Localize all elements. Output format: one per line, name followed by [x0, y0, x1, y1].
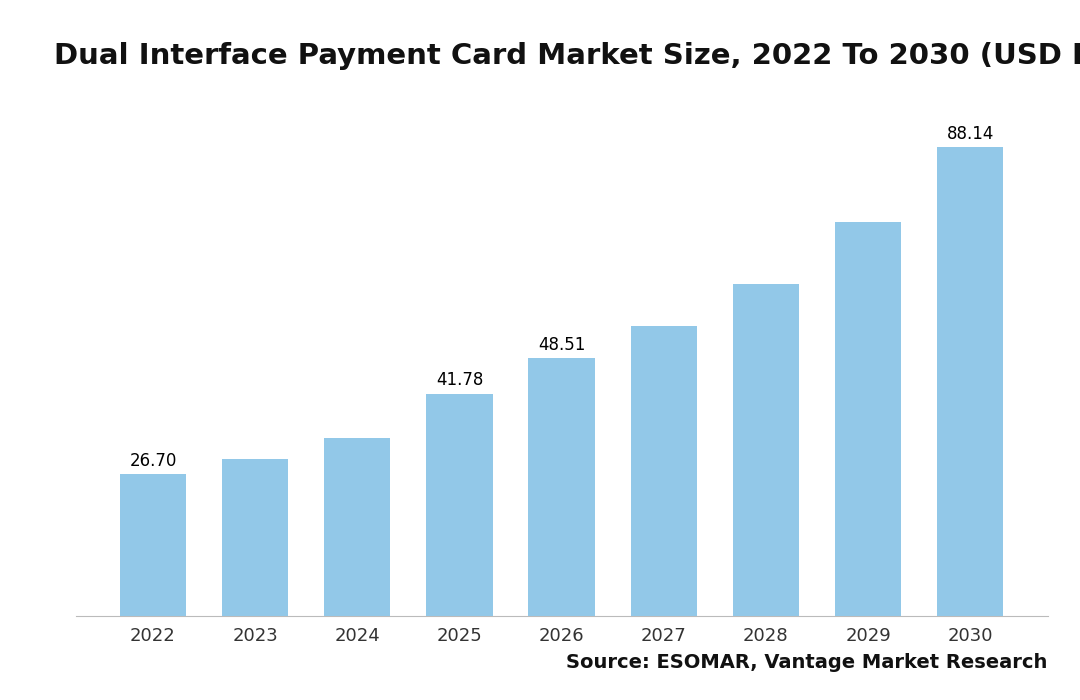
Bar	[221, 459, 288, 616]
Text: Dual Interface Payment Card Market Size, 2022 To 2030 (USD Billion): Dual Interface Payment Card Market Size,…	[54, 42, 1080, 70]
Text: 48.51: 48.51	[538, 336, 585, 354]
Text: 88.14: 88.14	[946, 125, 994, 143]
Bar	[937, 147, 1003, 616]
Text: 41.78: 41.78	[435, 372, 483, 389]
Bar	[835, 223, 902, 616]
Bar	[528, 358, 595, 616]
Bar	[324, 438, 391, 616]
Bar	[631, 326, 697, 616]
Text: 26.70: 26.70	[130, 452, 177, 470]
Bar	[732, 284, 799, 616]
Bar	[120, 474, 186, 616]
Text: Source: ESOMAR, Vantage Market Research: Source: ESOMAR, Vantage Market Research	[566, 653, 1048, 672]
Bar	[427, 393, 492, 616]
